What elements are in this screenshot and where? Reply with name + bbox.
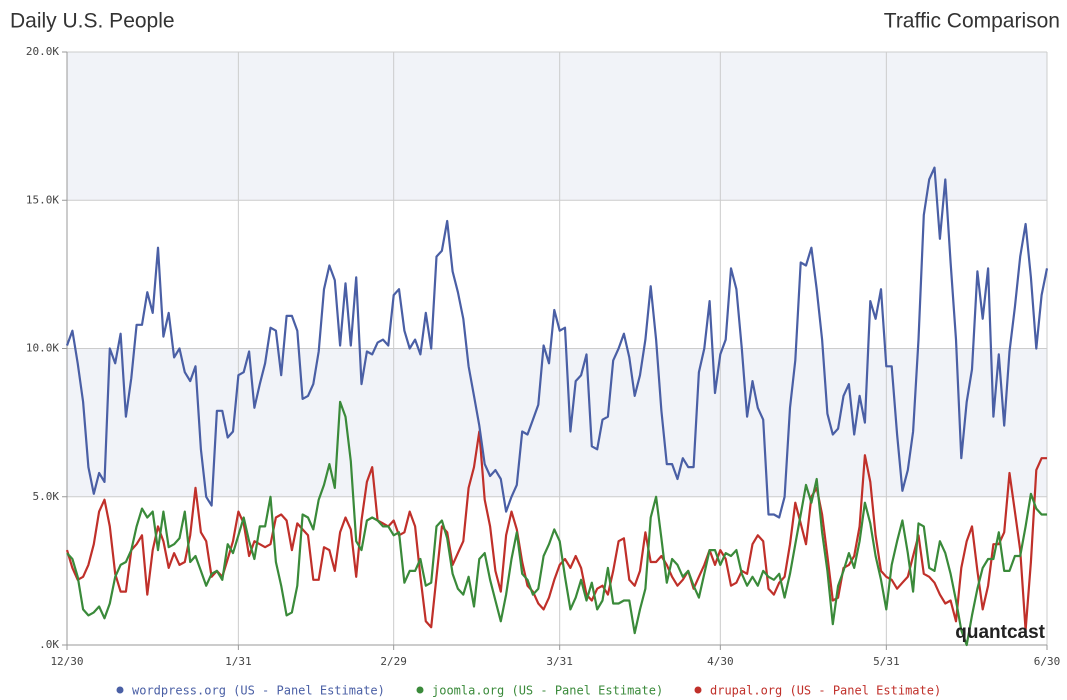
y-tick-label: .0K (39, 638, 59, 651)
plot-band (67, 52, 1047, 201)
chart-title: Daily U.S. People (10, 10, 175, 33)
x-tick-label: 5/31 (873, 655, 900, 668)
watermark: quantcast (955, 622, 1045, 643)
legend-marker (416, 686, 424, 694)
y-tick-label: 5.0K (33, 490, 60, 503)
x-tick-label: 2/29 (380, 655, 407, 668)
legend-marker (694, 686, 702, 694)
legend-marker (116, 686, 124, 694)
series-line (66, 400, 1047, 647)
legend-label: joomla.org (US - Panel Estimate) (432, 684, 663, 698)
plot-band (67, 348, 1047, 497)
x-tick-label: 3/31 (546, 655, 573, 668)
legend-label: wordpress.org (US - Panel Estimate) (132, 684, 385, 698)
series-line (65, 166, 1049, 519)
x-tick-label: 6/30 (1034, 655, 1061, 668)
y-tick-label: 10.0K (26, 342, 59, 355)
x-tick-label: 12/30 (50, 655, 83, 668)
chart-subtitle: Traffic Comparison (884, 10, 1060, 33)
x-tick-label: 1/31 (225, 655, 252, 668)
y-tick-label: 15.0K (26, 193, 59, 206)
x-tick-label: 4/30 (707, 655, 734, 668)
y-tick-label: 20.0K (26, 45, 59, 58)
legend-label: drupal.org (US - Panel Estimate) (710, 684, 941, 698)
